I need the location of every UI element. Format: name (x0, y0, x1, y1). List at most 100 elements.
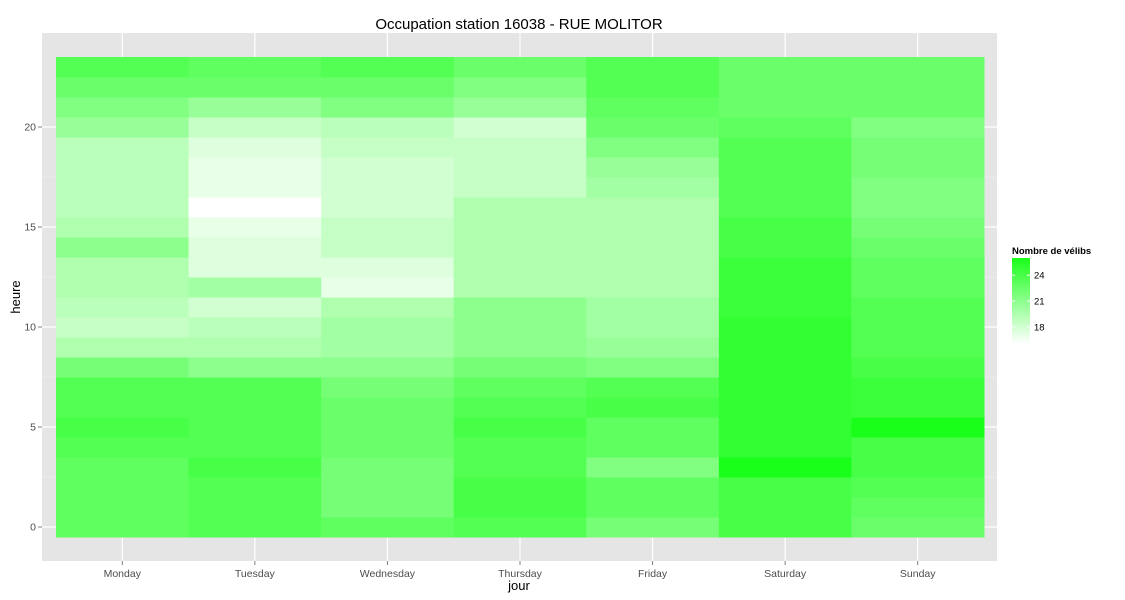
heatmap-cell (56, 517, 190, 538)
heatmap-cell (188, 497, 322, 518)
heatmap-cell (586, 257, 720, 278)
heatmap-cell (453, 177, 587, 198)
x-tick-label: Monday (104, 568, 142, 580)
legend-title: Nombre de vélibs (1012, 246, 1091, 257)
heatmap-cell (188, 397, 322, 418)
x-axis-title: jour (507, 578, 530, 593)
y-tick-label: 15 (24, 222, 36, 234)
heatmap-cell (586, 477, 720, 498)
heatmap-cell (188, 197, 322, 218)
heatmap-cell (851, 377, 985, 398)
heatmap-cell (851, 357, 985, 378)
heatmap-cell (851, 317, 985, 338)
heatmap-cell (188, 237, 322, 258)
heatmap-cell (586, 317, 720, 338)
heatmap-cell (453, 117, 587, 138)
y-tick-label: 0 (30, 522, 36, 534)
heatmap-cell (321, 457, 455, 478)
heatmap-cell (586, 57, 720, 78)
heatmap-cell (453, 397, 587, 418)
x-tick-label: Tuesday (235, 568, 276, 580)
heatmap-cell (188, 277, 322, 298)
y-tick-label: 5 (30, 422, 36, 434)
heatmap-cell (453, 377, 587, 398)
heatmap-cell (321, 277, 455, 298)
heatmap-cell (321, 177, 455, 198)
heatmap-cell (453, 517, 587, 538)
heatmap-cell (453, 97, 587, 118)
heatmap-cell (718, 177, 852, 198)
heatmap-cell (453, 477, 587, 498)
heatmap-cell (321, 137, 455, 158)
heatmap-cell (851, 57, 985, 78)
heatmap-cell (718, 277, 852, 298)
legend-tick-label: 21 (1034, 297, 1045, 308)
heatmap-cell (453, 217, 587, 238)
heatmap-cell (851, 177, 985, 198)
heatmap-cell (56, 237, 190, 258)
heatmap-cell (321, 377, 455, 398)
heatmap-cell (453, 417, 587, 438)
heatmap-cell (586, 117, 720, 138)
heatmap-cell (188, 137, 322, 158)
heatmap-cell (586, 497, 720, 518)
heatmap-cell (321, 257, 455, 278)
heatmap-cell (453, 157, 587, 178)
heatmap-cell (321, 337, 455, 358)
heatmap-cell (56, 437, 190, 458)
heatmap-cell (321, 397, 455, 418)
y-tick-label: 20 (24, 122, 36, 134)
heatmap-cell (321, 437, 455, 458)
heatmap-cell (56, 157, 190, 178)
heatmap-cell (321, 297, 455, 318)
x-axis-ticks: Monday Tuesday Wednesday Thursday Friday Satu… (104, 561, 936, 580)
heatmap-cell (188, 57, 322, 78)
heatmap-cell (718, 397, 852, 418)
heatmap-cell (586, 417, 720, 438)
legend-colorbar (1012, 258, 1030, 344)
heatmap-cell (188, 97, 322, 118)
heatmap-cell (188, 517, 322, 538)
heatmap-cell (56, 497, 190, 518)
heatmap-cell (321, 237, 455, 258)
heatmap-cell (586, 197, 720, 218)
heatmap-cell (718, 257, 852, 278)
heatmap-cell (586, 297, 720, 318)
legend-tick-label: 18 (1034, 322, 1045, 333)
heatmap-cell (188, 297, 322, 318)
heatmap-cell (321, 77, 455, 98)
heatmap-cell (586, 377, 720, 398)
heatmap-cell (453, 257, 587, 278)
heatmap-cell (56, 257, 190, 278)
heatmap-cell (453, 457, 587, 478)
heatmap-cell (586, 177, 720, 198)
x-tick-label: Friday (638, 568, 668, 580)
heatmap-cell (586, 397, 720, 418)
heatmap-cell (453, 357, 587, 378)
heatmap-cell (851, 77, 985, 98)
heatmap-cell (321, 357, 455, 378)
heatmap-cell (321, 97, 455, 118)
heatmap-cell (188, 77, 322, 98)
y-tick-label: 10 (24, 322, 36, 334)
heatmap-cell (718, 457, 852, 478)
heatmap-cell (453, 57, 587, 78)
heatmap-cell (718, 197, 852, 218)
heatmap-cell (586, 137, 720, 158)
heatmap-cell (56, 377, 190, 398)
heatmap-cell (188, 377, 322, 398)
heatmap-cell (321, 417, 455, 438)
heatmap-cell (586, 357, 720, 378)
heatmap-cell (851, 457, 985, 478)
heatmap-cell (718, 157, 852, 178)
heatmap-cell (718, 77, 852, 98)
heatmap-cell (586, 237, 720, 258)
y-axis-title: heure (8, 280, 23, 313)
heatmap-cell (718, 137, 852, 158)
heatmap-cell (188, 417, 322, 438)
heatmap-cell (321, 57, 455, 78)
heatmap-cell (56, 477, 190, 498)
heatmap-cell (56, 97, 190, 118)
heatmap-cell (586, 517, 720, 538)
heatmap-cell (453, 77, 587, 98)
